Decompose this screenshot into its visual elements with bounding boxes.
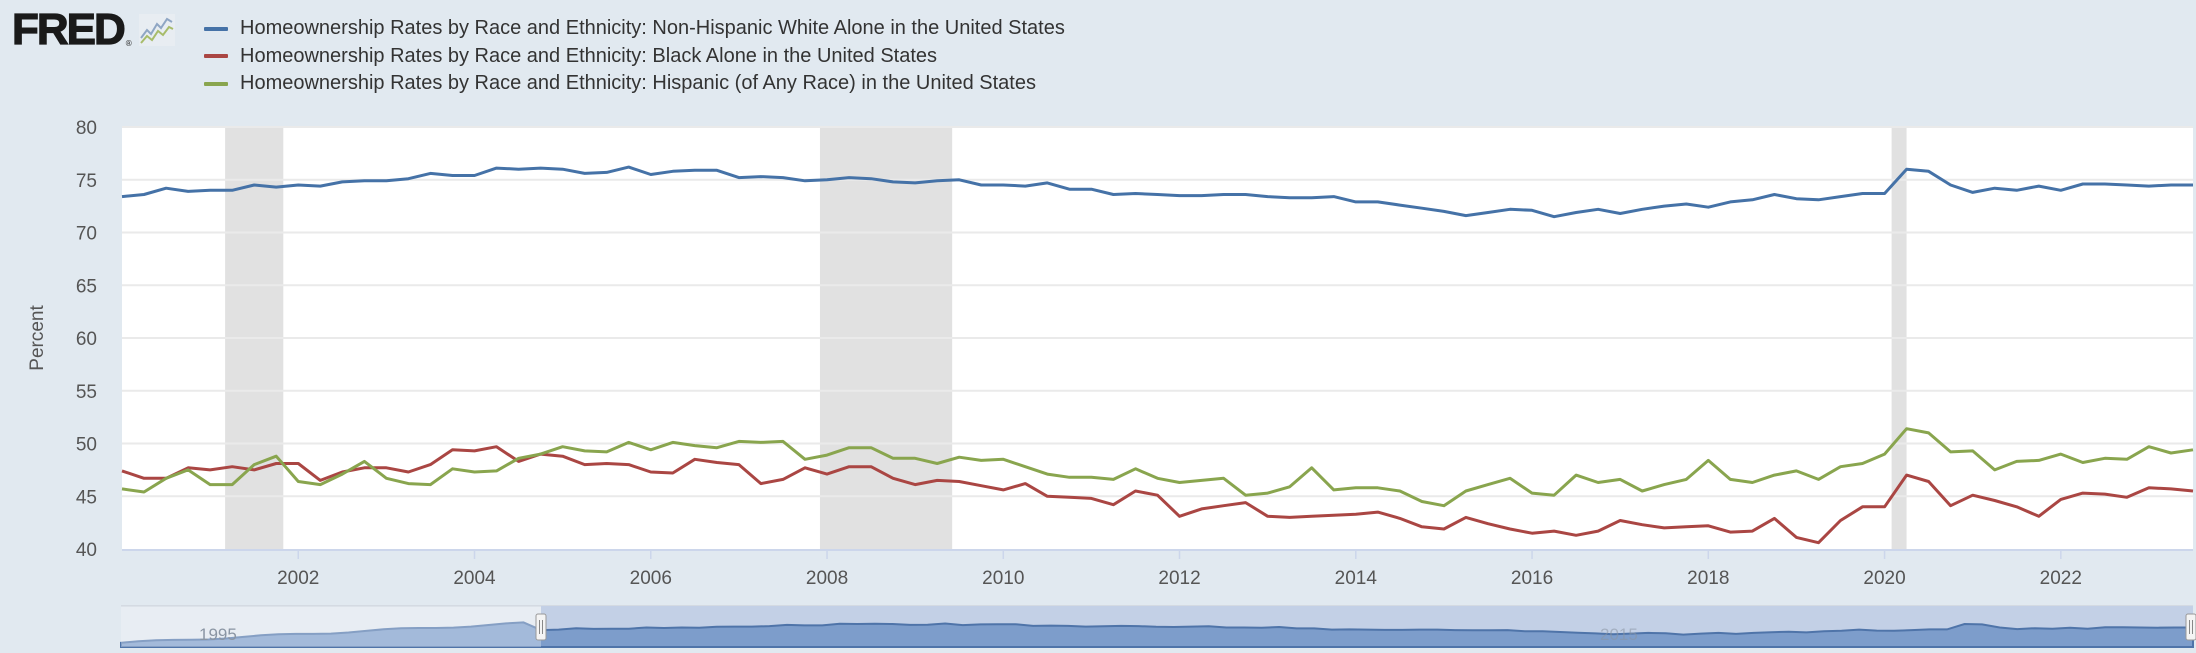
y-tick-label-55: 55 xyxy=(76,382,97,403)
navigator: 1995 2015 xyxy=(120,605,2196,648)
y-axis-title: Percent xyxy=(27,305,48,371)
legend-swatch-white xyxy=(204,26,228,31)
navigator-label-2015: 2015 xyxy=(1600,625,1638,644)
navigator-series-area xyxy=(120,621,2194,648)
x-tick-label-2006: 2006 xyxy=(630,568,672,589)
series-line-0[interactable] xyxy=(121,165,2193,219)
y-tick-label-65: 65 xyxy=(76,276,97,297)
legend-swatch-hispanic xyxy=(204,81,228,86)
y-tick-label-60: 60 xyxy=(76,329,97,350)
y-tick-label-75: 75 xyxy=(76,171,97,192)
y-axis-ticks: 80 75 70 65 60 55 50 45 40 xyxy=(76,118,97,561)
legend-item-black[interactable]: Homeownership Rates by Race and Ethnicit… xyxy=(204,43,1065,71)
x-tick-label-2012: 2012 xyxy=(1158,568,1200,589)
fred-logo[interactable]: FRED ® xyxy=(11,5,175,54)
x-tick-label-2022: 2022 xyxy=(2040,568,2082,589)
series-lines xyxy=(121,165,2194,545)
x-tick-label-2004: 2004 xyxy=(453,568,496,589)
x-tick-label-2010: 2010 xyxy=(982,568,1024,589)
legend-item-hispanic[interactable]: Homeownership Rates by Race and Ethnicit… xyxy=(204,70,1065,98)
y-tick-label-45: 45 xyxy=(76,487,97,508)
x-axis-ticks: 2002 2004 2006 2008 2010 2012 2014 2016 2018 2020… xyxy=(277,549,2082,589)
series-line-2[interactable] xyxy=(121,427,2194,508)
fred-chart-icon xyxy=(138,14,175,50)
legend-label-hispanic: Homeownership Rates by Race and Ethnicit… xyxy=(240,72,1036,95)
logo-registered-mark: ® xyxy=(124,39,133,48)
navigator-handle-left[interactable] xyxy=(535,613,547,641)
y-tick-label-40: 40 xyxy=(76,540,97,561)
logo-text: FRED xyxy=(11,5,126,54)
y-tick-label-70: 70 xyxy=(76,224,97,245)
navigator-mask-left xyxy=(121,606,541,647)
legend-label-black: Homeownership Rates by Race and Ethnicit… xyxy=(240,44,938,67)
y-tick-label-80: 80 xyxy=(76,118,97,139)
legend-item-white[interactable]: Homeownership Rates by Race and Ethnicit… xyxy=(204,15,1065,43)
x-tick-label-2014: 2014 xyxy=(1335,568,1378,589)
series-line-1[interactable] xyxy=(121,445,2194,545)
y-tick-label-50: 50 xyxy=(76,435,97,456)
legend-label-white: Homeownership Rates by Race and Ethnicit… xyxy=(240,17,1065,40)
x-tick-label-2016: 2016 xyxy=(1511,568,1553,589)
chart-legend: Homeownership Rates by Race and Ethnicit… xyxy=(204,15,1065,98)
x-tick-label-2018: 2018 xyxy=(1687,568,1729,589)
navigator-label-1995: 1995 xyxy=(199,625,237,644)
navigator-handle-right[interactable] xyxy=(2185,613,2196,641)
x-tick-label-2020: 2020 xyxy=(1863,568,1905,589)
x-tick-label-2002: 2002 xyxy=(277,568,319,589)
legend-swatch-black xyxy=(204,54,228,59)
x-tick-label-2008: 2008 xyxy=(806,568,848,589)
